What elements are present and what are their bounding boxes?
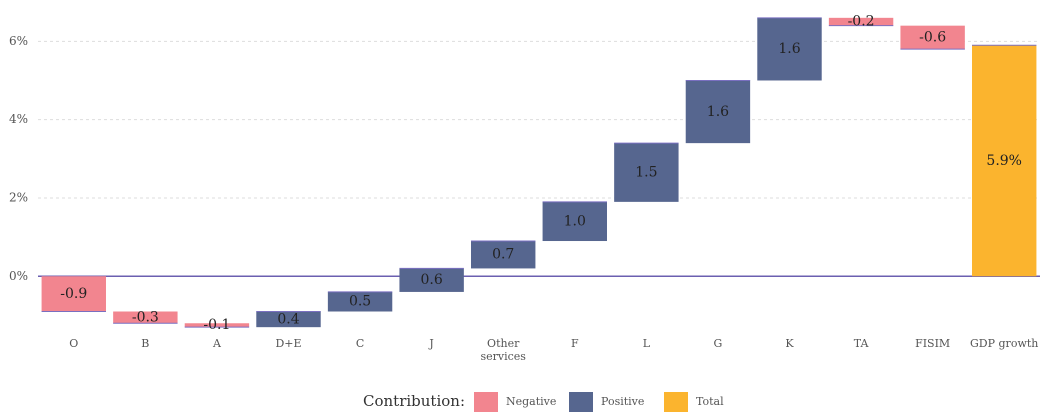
x-tick-label: F [570,337,579,350]
y-tick-label: 4% [9,112,28,126]
bar [399,268,464,292]
x-tick-label: GDP growth [970,337,1039,350]
x-tick-label-box: A [212,337,221,350]
x-tick-label-box: GDP growth [970,337,1039,350]
x-tick-label-box: FISIM [915,337,951,350]
bar [113,311,178,324]
data-label: 0.4 [277,311,299,327]
x-tick-label: B [141,337,150,350]
data-label: 5.9% [986,153,1022,169]
bar [327,291,393,312]
x-tick-label-box: C [355,337,365,350]
data-label: -0.1 [203,317,230,333]
x-tick-label: A [212,337,221,350]
data-label: 0.5 [349,294,371,310]
bar [256,311,321,328]
x-tick-label-box: D+E [275,337,302,350]
x-tick-label: TA [853,337,869,350]
data-label: 1.6 [778,41,800,57]
bar [542,201,607,242]
bar [828,17,894,26]
x-tick-label: K [785,337,794,350]
x-tick-label: D+E [275,337,302,350]
x-tick-label-box: L [642,337,650,350]
legend-title: Contribution: [363,392,465,410]
x-tick-label: C [355,337,365,350]
bar [972,45,1037,277]
x-tick-label: L [642,337,650,350]
data-label: -0.3 [132,309,159,325]
data-label: 0.6 [421,272,443,288]
bar [471,241,536,269]
x-tick-label: O [69,337,79,350]
bar [184,323,250,328]
x-tick-label: J [429,337,434,350]
x-tick-label-box: K [785,337,794,350]
x-tick-label: G [713,337,723,350]
x-tick-label: Other services [480,337,526,363]
x-tick-label: FISIM [915,337,951,350]
data-label: -0.6 [919,29,946,45]
bar [757,17,822,81]
data-label: -0.2 [848,14,875,30]
bar [41,276,106,312]
legend-label: Total [696,395,724,408]
bar [685,80,751,144]
x-tick-label-box: O [69,337,79,350]
x-tick-label-box: F [570,337,579,350]
x-tick-label-box: G [713,337,723,350]
y-tick-label: 0% [9,269,28,283]
y-tick-label: 2% [9,190,28,204]
x-tick-label-box: B [141,337,150,350]
data-label: 1.6 [707,104,729,120]
legend-swatch [664,392,688,412]
data-label: 1.5 [635,165,657,181]
x-tick-label-box: Other services [480,337,526,363]
bar [614,143,679,202]
legend-label: Negative [506,395,556,408]
bar [900,25,965,50]
y-tick-label: 6% [9,34,28,48]
data-label: 0.7 [492,247,514,263]
legend-label: Positive [601,395,644,408]
x-tick-label-box: J [429,337,434,350]
data-label: 1.0 [564,213,586,229]
legend-swatch [474,392,498,412]
data-label: -0.9 [60,286,87,302]
legend-swatch [569,392,593,412]
x-tick-label-box: TA [853,337,869,350]
